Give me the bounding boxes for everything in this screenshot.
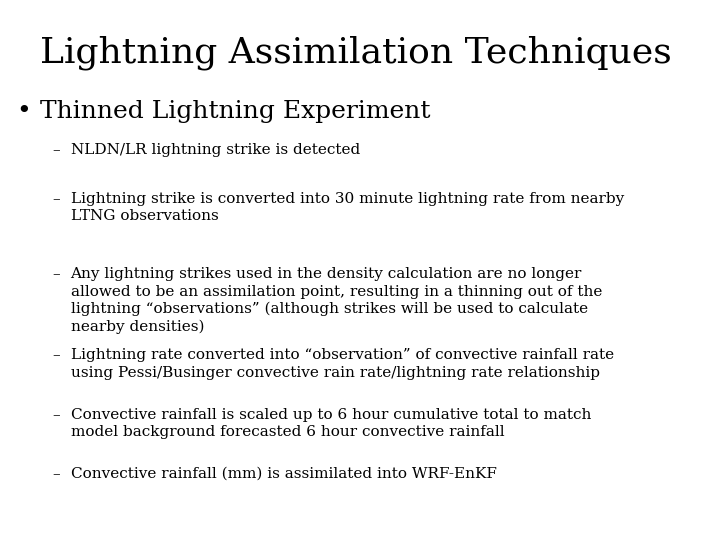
Text: NLDN/LR lightning strike is detected: NLDN/LR lightning strike is detected [71,143,360,157]
Text: Any lightning strikes used in the density calculation are no longer
allowed to b: Any lightning strikes used in the densit… [71,267,602,334]
Text: •: • [16,100,30,123]
Text: Lightning Assimilation Techniques: Lightning Assimilation Techniques [40,35,671,70]
Text: Lightning rate converted into “observation” of convective rainfall rate
using Pe: Lightning rate converted into “observati… [71,348,613,380]
Text: –: – [52,348,60,362]
Text: –: – [52,408,60,422]
Text: –: – [52,267,60,281]
Text: –: – [52,467,60,481]
Text: Lightning strike is converted into 30 minute lightning rate from nearby
LTNG obs: Lightning strike is converted into 30 mi… [71,192,624,223]
Text: –: – [52,143,60,157]
Text: Thinned Lightning Experiment: Thinned Lightning Experiment [40,100,430,123]
Text: –: – [52,192,60,206]
Text: Convective rainfall is scaled up to 6 hour cumulative total to match
model backg: Convective rainfall is scaled up to 6 ho… [71,408,591,439]
Text: Convective rainfall (mm) is assimilated into WRF-EnKF: Convective rainfall (mm) is assimilated … [71,467,496,481]
